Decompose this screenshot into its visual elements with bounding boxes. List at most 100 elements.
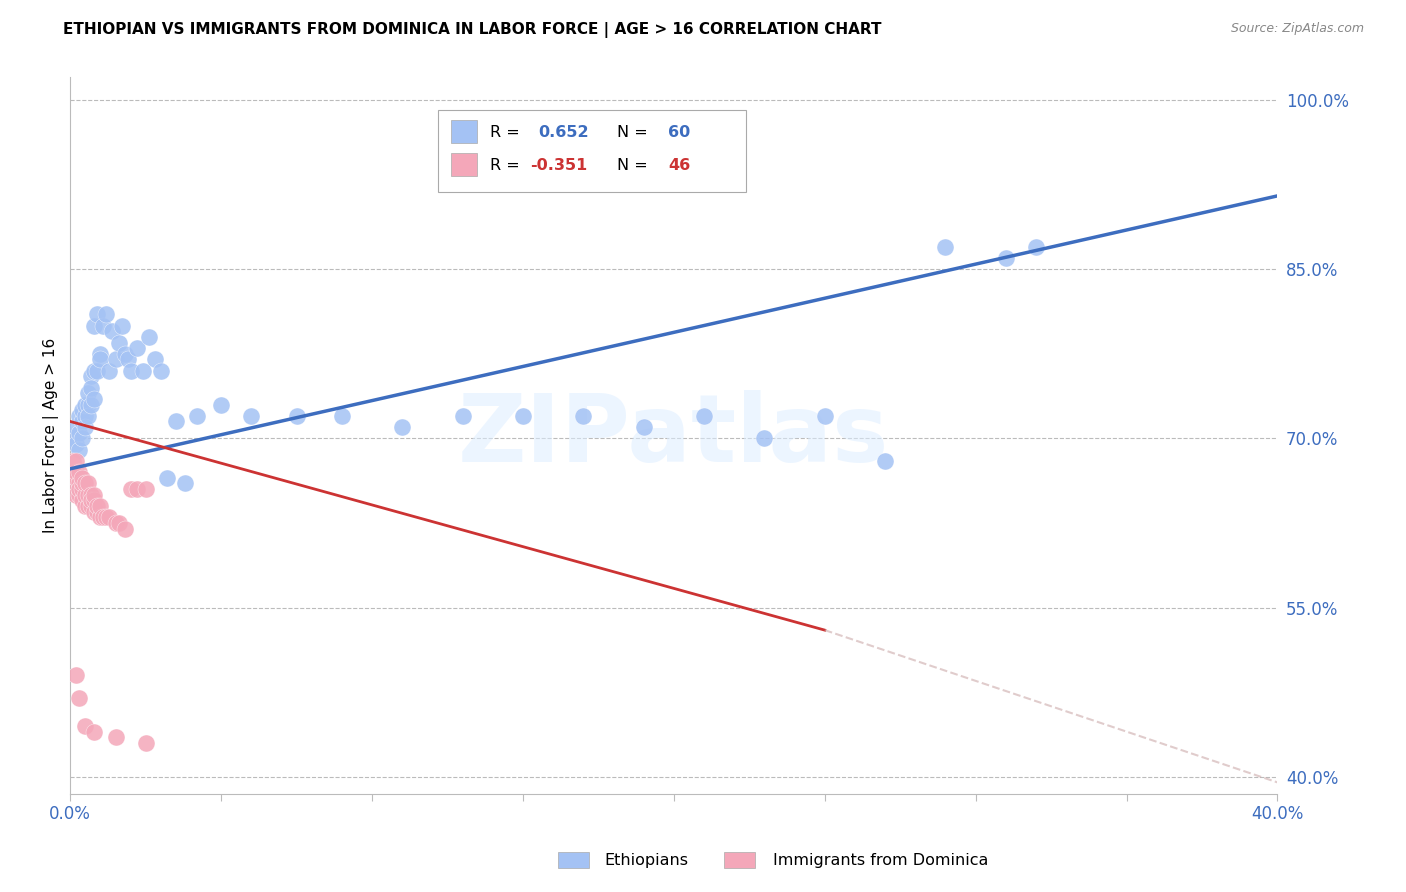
Point — [83, 364, 105, 378]
Point — [149, 364, 172, 378]
Point — [72, 431, 94, 445]
Point — [67, 425, 90, 440]
Point — [80, 381, 103, 395]
Point — [633, 420, 655, 434]
Text: ZIPatlas: ZIPatlas — [458, 390, 890, 482]
Point — [96, 510, 118, 524]
Text: R =: R = — [491, 125, 526, 140]
Point — [120, 482, 142, 496]
Point — [110, 318, 132, 333]
Point — [65, 454, 87, 468]
Point — [62, 476, 84, 491]
Bar — [450, 120, 477, 143]
Point — [72, 471, 94, 485]
Point — [135, 482, 157, 496]
Point — [77, 499, 100, 513]
Point — [104, 516, 127, 530]
Point — [83, 493, 105, 508]
Text: Source: ZipAtlas.com: Source: ZipAtlas.com — [1230, 22, 1364, 36]
Point — [83, 318, 105, 333]
Point — [72, 493, 94, 508]
Point — [104, 731, 127, 745]
Point — [75, 398, 97, 412]
Point — [934, 239, 956, 253]
Point — [65, 437, 87, 451]
Point — [65, 465, 87, 479]
Text: Ethiopians: Ethiopians — [605, 854, 689, 868]
Point — [107, 335, 129, 350]
Point — [98, 510, 121, 524]
Text: 60: 60 — [668, 125, 690, 140]
Point — [80, 499, 103, 513]
Point — [138, 330, 160, 344]
Text: ETHIOPIAN VS IMMIGRANTS FROM DOMINICA IN LABOR FORCE | AGE > 16 CORRELATION CHAR: ETHIOPIAN VS IMMIGRANTS FROM DOMINICA IN… — [63, 22, 882, 38]
Bar — [558, 852, 589, 868]
Point — [67, 482, 90, 496]
Point — [89, 510, 111, 524]
Point — [80, 369, 103, 384]
Point — [693, 409, 716, 423]
Point — [186, 409, 208, 423]
Point — [80, 398, 103, 412]
Point — [75, 420, 97, 434]
Point — [67, 442, 90, 457]
Point — [67, 690, 90, 705]
Point — [65, 420, 87, 434]
Point — [83, 488, 105, 502]
Point — [125, 482, 148, 496]
Point — [75, 488, 97, 502]
Point — [75, 409, 97, 423]
FancyBboxPatch shape — [439, 110, 747, 192]
Point — [143, 352, 166, 367]
Point — [89, 347, 111, 361]
Point — [62, 431, 84, 445]
Point — [72, 414, 94, 428]
Point — [125, 341, 148, 355]
Point — [75, 719, 97, 733]
Point — [89, 352, 111, 367]
Point — [572, 409, 595, 423]
Point — [72, 482, 94, 496]
Point — [209, 398, 232, 412]
Point — [135, 736, 157, 750]
Point — [80, 493, 103, 508]
Point — [72, 476, 94, 491]
Text: Immigrants from Dominica: Immigrants from Dominica — [773, 854, 988, 868]
Point — [93, 318, 115, 333]
Point — [754, 431, 776, 445]
Point — [62, 465, 84, 479]
Point — [86, 364, 108, 378]
Point — [131, 364, 153, 378]
Point — [114, 347, 136, 361]
Bar — [724, 852, 755, 868]
Text: N =: N = — [617, 158, 652, 173]
Point — [391, 420, 413, 434]
Point — [72, 403, 94, 417]
Text: R =: R = — [491, 158, 526, 173]
Point — [240, 409, 263, 423]
Point — [65, 668, 87, 682]
Point — [285, 409, 308, 423]
Point — [114, 522, 136, 536]
Point — [77, 398, 100, 412]
Point — [67, 409, 90, 423]
Point — [104, 352, 127, 367]
Point — [65, 488, 87, 502]
Point — [174, 476, 197, 491]
Point — [330, 409, 353, 423]
Point — [83, 392, 105, 406]
Point — [77, 409, 100, 423]
Point — [994, 251, 1017, 265]
Point — [86, 505, 108, 519]
Point — [67, 488, 90, 502]
Point — [65, 471, 87, 485]
Point — [93, 510, 115, 524]
Text: N =: N = — [617, 125, 652, 140]
Point — [101, 324, 124, 338]
Point — [165, 414, 187, 428]
Point — [814, 409, 837, 423]
Point — [83, 724, 105, 739]
Point — [96, 307, 118, 321]
Point — [89, 499, 111, 513]
Point — [67, 476, 90, 491]
